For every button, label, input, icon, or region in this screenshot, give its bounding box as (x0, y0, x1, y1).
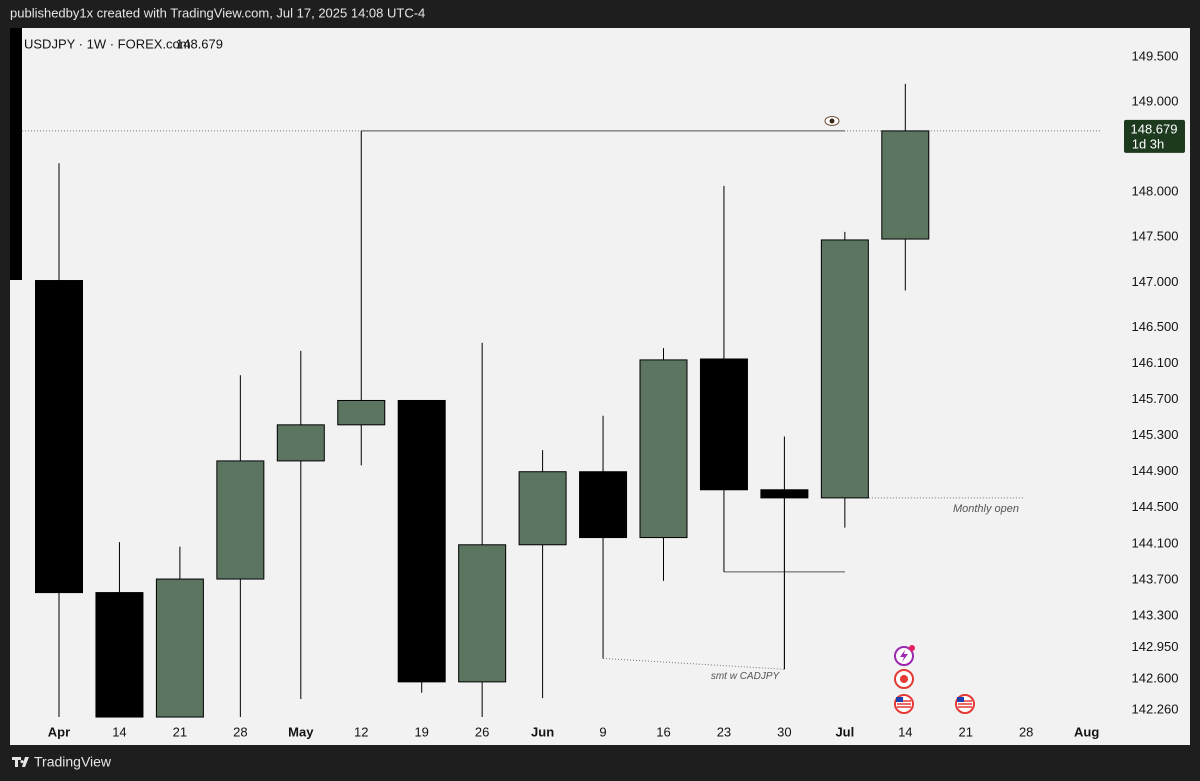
candle-body (881, 130, 930, 240)
y-tick-label: 149.500 (1132, 48, 1179, 63)
candle-body (95, 592, 144, 718)
event-icon-glyph (896, 697, 903, 702)
event-dot (909, 645, 915, 651)
annotation: Monthly open (953, 503, 1019, 515)
y-tick-label: 149.000 (1132, 93, 1179, 108)
candle-body (35, 280, 83, 594)
annotation: smt w CADJPY (711, 671, 781, 682)
candle-body (155, 578, 204, 718)
candle-body (216, 460, 265, 580)
x-tick-label: 19 (414, 724, 428, 739)
event-icon-glyph (900, 650, 908, 662)
x-tick-label: Jun (531, 724, 554, 739)
logo-mark (12, 757, 29, 767)
eye-pupil (829, 118, 835, 124)
x-tick-label: 14 (898, 724, 912, 739)
y-tick-label: 142.950 (1132, 639, 1179, 654)
x-tick-label: Aug (1074, 724, 1099, 739)
y-tick-label: 147.500 (1132, 229, 1179, 244)
x-tick-label: May (288, 724, 314, 739)
x-tick-label: 30 (777, 724, 791, 739)
candle-body (760, 489, 809, 499)
candle-body (820, 239, 869, 499)
x-tick-label: 21 (173, 724, 187, 739)
candle-body (579, 471, 628, 539)
event-icon-glyph (900, 675, 908, 683)
footer-logo: TradingView (12, 754, 112, 770)
y-tick-label: 142.260 (1132, 701, 1179, 716)
event-icons (894, 645, 975, 714)
x-tick-label: 16 (656, 724, 670, 739)
legend-price: 148.679 (176, 36, 223, 51)
y-tick-label: 143.300 (1132, 607, 1179, 622)
header-text: publishedby1x created with TradingView.c… (10, 5, 425, 20)
price-label-box (1124, 119, 1185, 153)
candle-body (699, 358, 748, 491)
y-tick-label: 145.700 (1132, 391, 1179, 406)
alert-icon (824, 116, 840, 126)
candle-body (458, 544, 507, 683)
price-label-countdown: 1d 3h (1132, 136, 1165, 151)
y-tick-label: 147.000 (1132, 274, 1179, 289)
plot-background (10, 28, 1190, 745)
x-tick-label: 23 (717, 724, 731, 739)
y-tick-label: 143.700 (1132, 571, 1179, 586)
y-tick-label: 142.600 (1132, 671, 1179, 686)
y-tick-label: 144.900 (1132, 463, 1179, 478)
y-tick-label: 146.500 (1132, 319, 1179, 334)
y-tick-label: 146.100 (1132, 355, 1179, 370)
offscreen-candle (10, 28, 22, 280)
x-tick-label: 9 (599, 724, 606, 739)
x-tick-label: Apr (48, 724, 70, 739)
symbol-title: USDJPY · 1W · FOREX.com (24, 36, 191, 51)
x-tick-label: Jul (835, 724, 854, 739)
candle-body (397, 399, 446, 683)
x-tick-label: 21 (959, 724, 973, 739)
smt-line (603, 657, 785, 670)
y-tick-label: 144.500 (1132, 499, 1179, 514)
y-tick-label: 144.100 (1132, 535, 1179, 550)
x-tick-label: 28 (1019, 724, 1033, 739)
x-tick-label: 26 (475, 724, 489, 739)
candle-body (276, 424, 325, 462)
footer-text: TradingView (34, 754, 112, 770)
candle-body (337, 399, 386, 426)
y-tick-label: 145.300 (1132, 427, 1179, 442)
x-tick-label: 14 (112, 724, 126, 739)
plot-area (10, 83, 1100, 718)
x-tick-label: 12 (354, 724, 368, 739)
x-tick-label: 28 (233, 724, 247, 739)
candle-body (639, 359, 688, 539)
y-tick-label: 148.000 (1132, 184, 1179, 199)
event-icon-glyph (957, 697, 964, 702)
price-label-value: 148.679 (1131, 121, 1178, 136)
candle-body (518, 471, 567, 546)
